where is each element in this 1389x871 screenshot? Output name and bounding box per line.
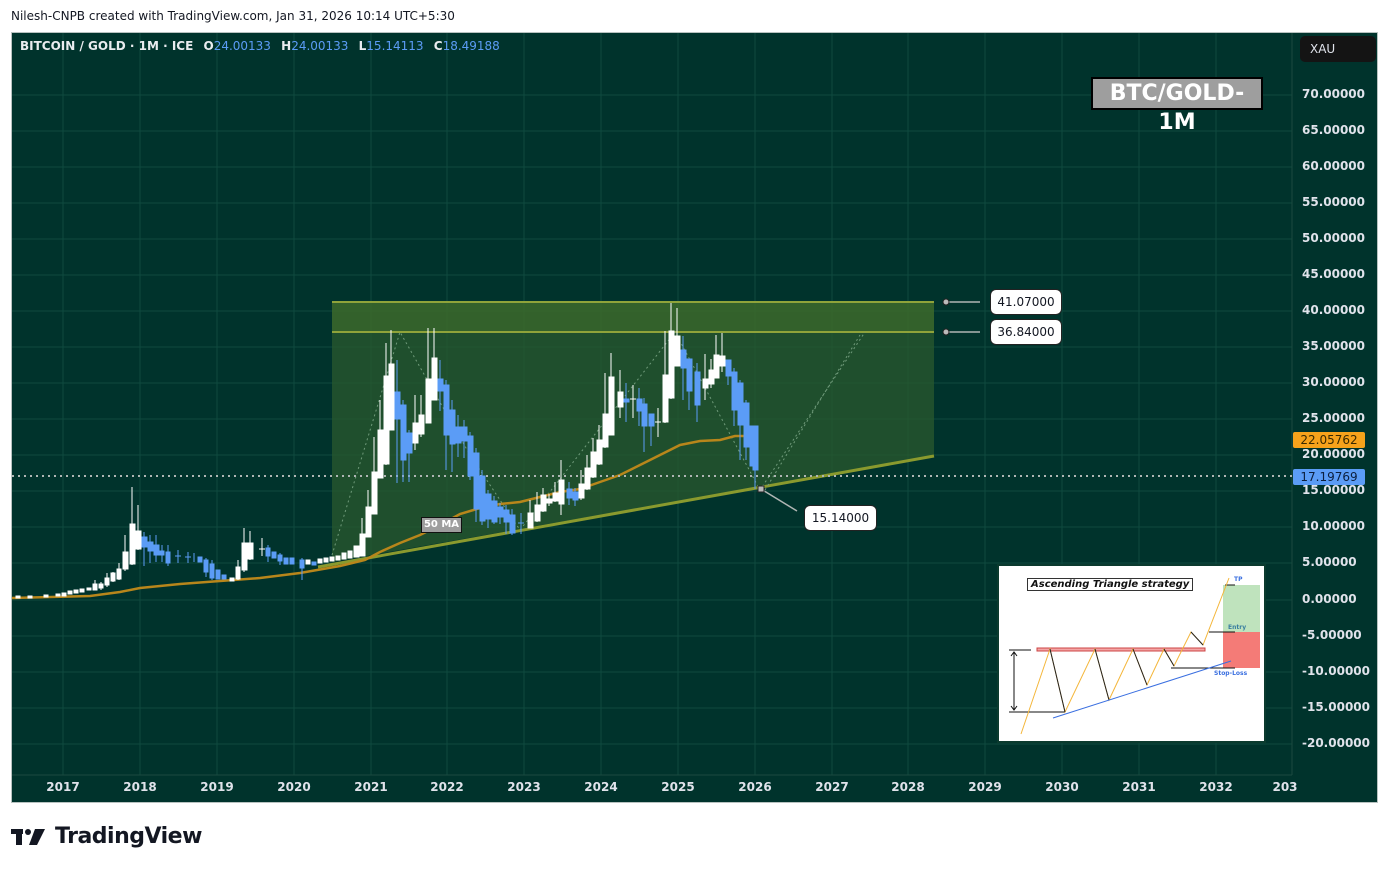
low-value: 15.14113: [366, 39, 424, 53]
high-value: 24.00133: [291, 39, 349, 53]
inset-diagram: [1009, 577, 1260, 735]
ascending-trendline: [317, 454, 935, 569]
chart-credit: Nilesh-CNPB created with TradingView.com…: [11, 9, 455, 23]
inset-title: Ascending Triangle strategy: [1027, 578, 1194, 591]
open-value: 24.00133: [213, 39, 271, 53]
callout-anchor-low: [757, 485, 765, 493]
inset-entry-label: Entry: [1228, 624, 1247, 631]
symbol-name: BITCOIN / GOLD · 1M · ICE: [20, 39, 194, 53]
ma-50-label: 50 MA: [421, 517, 462, 533]
currency-unit-button[interactable]: XAU: [1300, 36, 1376, 62]
inset-tp-label: TP: [1234, 576, 1243, 583]
ascending-triangle-inset: Ascending Triangle strategy TP Entry Sto…: [997, 564, 1266, 743]
projection-path: [764, 334, 861, 491]
callout-support-low[interactable]: 15.14000: [804, 505, 877, 531]
callout-anchor-mid: [942, 328, 950, 336]
symbol-legend: BITCOIN / GOLD · 1M · ICE O24.00133 H24.…: [20, 39, 500, 53]
callout-anchor-top: [942, 298, 950, 306]
tradingview-brand-text: TradingView: [55, 824, 202, 849]
chart-title-label: BTC/GOLD-1M: [1091, 77, 1263, 135]
tradingview-logo-icon: [11, 828, 45, 845]
callout-resistance-top[interactable]: 41.07000: [990, 289, 1062, 315]
callout-resistance-mid[interactable]: 36.84000: [990, 319, 1062, 345]
inset-stoploss-label: Stop-Loss: [1214, 670, 1248, 677]
close-value: 18.49188: [442, 39, 500, 53]
ma-price-tag: 22.05762: [1293, 432, 1365, 448]
last-price-tag: 17.19769: [1293, 469, 1365, 485]
candles: [15, 303, 759, 599]
resistance-zone: [332, 302, 934, 332]
tradingview-logo[interactable]: TradingView: [11, 824, 202, 849]
